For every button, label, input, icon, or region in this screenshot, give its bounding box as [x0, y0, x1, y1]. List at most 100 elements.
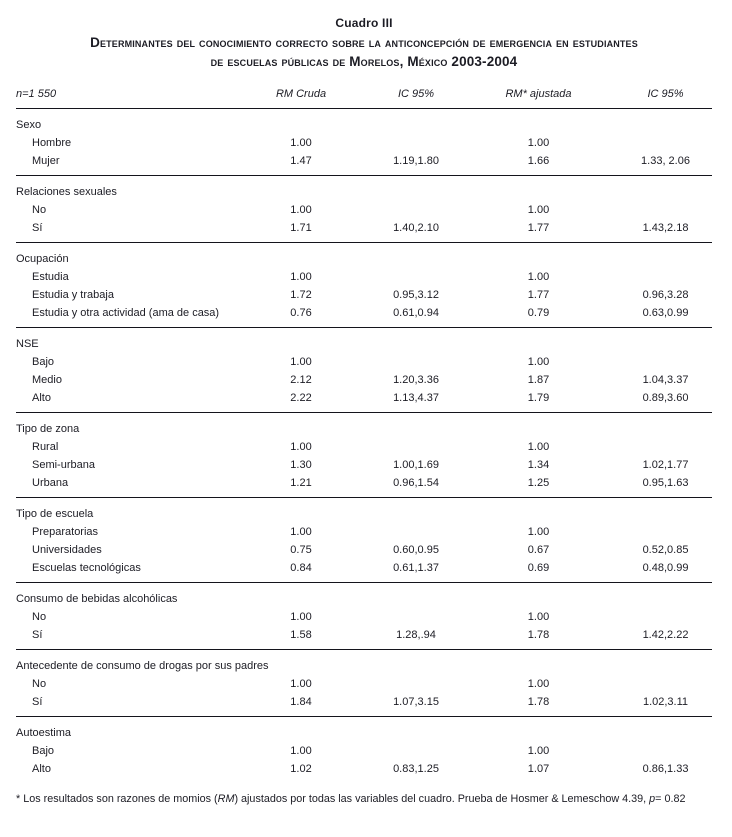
section-divider [16, 716, 712, 717]
table-row: Bajo 1.00 1.00 [16, 353, 712, 371]
cell-rm-ajustada: 1.78 [527, 629, 550, 641]
table-row: Bajo 1.00 1.00 [16, 742, 712, 760]
row-label: Medio [32, 374, 62, 386]
cell-ic95-cruda: 0.60,0.95 [393, 544, 439, 556]
section-divider [16, 412, 712, 413]
row-label: No [32, 204, 47, 216]
section-label: NSE [16, 338, 39, 350]
cell-ic95-ajustada: 0.96,3.28 [642, 289, 689, 301]
table-section: Sexo Hombre 1.00 1.00 Mujer 1.47 1.19,1.80 1.66… [16, 109, 712, 176]
cell-rm-cruda: 1.02 [290, 763, 312, 775]
cell-rm-ajustada: 1.00 [527, 137, 550, 149]
row-label: Estudia y otra actividad (ama de casa) [32, 307, 220, 319]
cell-rm-ajustada: 1.00 [527, 356, 550, 368]
column-header-ic95-ajustada: IC 95% [647, 88, 684, 100]
footnote: * Los resultados son razones de momios (… [16, 792, 712, 806]
row-label: Estudia y trabaja [32, 289, 114, 301]
cell-rm-ajustada: 1.79 [527, 392, 550, 404]
table-row: Urbana 1.21 0.96,1.54 1.25 0.95,1.63 [16, 474, 712, 492]
paper-table-page: Cuadro III Determinantes del conocimient… [16, 16, 712, 806]
cell-rm-cruda: 1.30 [290, 459, 312, 471]
cell-rm-ajustada: 0.69 [527, 562, 550, 574]
row-label: Sí [32, 696, 43, 708]
column-header-rm-cruda: RM Cruda [275, 88, 327, 100]
table-row: Universidades 0.75 0.60,0.95 0.67 0.52,0.85 [16, 541, 712, 559]
table-row: Sí 1.58 1.28,.94 1.78 1.42,2.22 [16, 626, 712, 644]
cell-rm-cruda: 1.21 [290, 477, 312, 489]
column-header-rm-ajustada: RM* ajustada [505, 88, 572, 100]
cell-rm-ajustada: 1.00 [527, 526, 550, 538]
cell-rm-cruda: 1.47 [290, 155, 312, 167]
cell-rm-cruda: 1.00 [290, 678, 312, 690]
section-divider [16, 649, 712, 650]
cell-rm-ajustada: 1.00 [527, 678, 550, 690]
cell-ic95-ajustada: 0.95,1.63 [642, 477, 689, 489]
cell-ic95-ajustada: 0.52,0.85 [642, 544, 689, 556]
cell-rm-cruda: 1.00 [290, 526, 312, 538]
footnote-text-1: * Los resultados son razones de momios ( [16, 793, 218, 805]
row-label: No [32, 611, 47, 623]
table-row: Mujer 1.47 1.19,1.80 1.66 1.33, 2.06 [16, 152, 712, 170]
table-row: Alto 1.02 0.83,1.25 1.07 0.86,1.33 [16, 760, 712, 778]
row-label: Alto [32, 392, 51, 404]
table-section: Tipo de escuela Preparatorias 1.00 1.00 Univ… [16, 498, 712, 583]
table-row: No 1.00 1.00 [16, 675, 712, 693]
cell-rm-ajustada: 1.66 [527, 155, 550, 167]
table-section: Consumo de bebidas alcohólicas No 1.00 1.00… [16, 583, 712, 650]
row-label: Semi-urbana [32, 459, 95, 471]
cell-rm-ajustada: 1.87 [527, 374, 550, 386]
table-row: Estudia y trabaja 1.72 0.95,3.12 1.77 0.96,3… [16, 286, 712, 304]
row-label: Bajo [32, 356, 55, 368]
cell-rm-ajustada: 1.00 [527, 441, 550, 453]
footnote-text-3: = 0.82 [655, 793, 686, 805]
table-row: Estudia 1.00 1.00 [16, 268, 712, 286]
cell-ic95-ajustada: 0.48,0.99 [642, 562, 689, 574]
table-row: Rural 1.00 1.00 [16, 438, 712, 456]
cell-rm-cruda: 1.00 [290, 611, 312, 623]
cell-ic95-ajustada: 0.86,1.33 [642, 763, 689, 775]
cell-ic95-cruda: 0.83,1.25 [393, 763, 439, 775]
cell-rm-ajustada: 1.00 [527, 745, 550, 757]
cell-ic95-cruda: 1.20,3.36 [393, 374, 439, 386]
table-title-line-1: Determinantes del conocimiento correcto … [90, 35, 638, 50]
row-label: Universidades [32, 544, 102, 556]
row-label: No [32, 678, 47, 690]
cell-rm-ajustada: 1.77 [527, 222, 550, 234]
table-row: No 1.00 1.00 [16, 608, 712, 626]
cell-rm-cruda: 0.76 [290, 307, 312, 319]
row-label: Rural [32, 441, 59, 453]
row-label: Sí [32, 629, 43, 641]
cell-ic95-ajustada: 1.33, 2.06 [641, 155, 690, 167]
cell-ic95-cruda: 1.07,3.15 [393, 696, 439, 708]
header-divider [16, 108, 712, 109]
cell-rm-ajustada: 0.67 [527, 544, 550, 556]
section-label: Relaciones sexuales [16, 186, 117, 198]
cell-ic95-cruda: 0.61,0.94 [393, 307, 439, 319]
cell-rm-cruda: 1.00 [290, 137, 312, 149]
table-row: Alto 2.22 1.13,4.37 1.79 0.89,3.60 [16, 389, 712, 407]
section-label: Tipo de zona [16, 423, 80, 435]
row-label: Bajo [32, 745, 55, 757]
row-label: Mujer [32, 155, 60, 167]
cell-ic95-cruda: 0.95,3.12 [393, 289, 439, 301]
row-label: Sí [32, 222, 43, 234]
row-label: Urbana [32, 477, 69, 489]
cell-ic95-ajustada: 1.04,3.37 [642, 374, 689, 386]
cell-rm-cruda: 1.00 [290, 271, 312, 283]
cell-rm-cruda: 1.00 [290, 441, 312, 453]
cell-ic95-ajustada: 0.89,3.60 [642, 392, 689, 404]
table-row: Semi-urbana 1.30 1.00,1.69 1.34 1.02,1.77 [16, 456, 712, 474]
cell-rm-cruda: 2.22 [290, 392, 312, 404]
table-section: Ocupación Estudia 1.00 1.00 Estudia y trabaj… [16, 243, 712, 328]
cell-rm-ajustada: 1.00 [527, 611, 550, 623]
section-label: Consumo de bebidas alcohólicas [16, 593, 178, 605]
cell-rm-ajustada: 1.25 [527, 477, 550, 489]
footnote-p-symbol: p [649, 793, 656, 805]
cell-ic95-ajustada: 1.42,2.22 [642, 629, 689, 641]
cell-ic95-cruda: 0.96,1.54 [393, 477, 439, 489]
row-label: Preparatorias [32, 526, 99, 538]
section-label: Antecedente de consumo de drogas por sus… [16, 660, 269, 672]
section-divider [16, 242, 712, 243]
table-body: Sexo Hombre 1.00 1.00 Mujer 1.47 1.19,1.80 1.66… [16, 109, 712, 778]
cell-rm-cruda: 1.71 [290, 222, 312, 234]
